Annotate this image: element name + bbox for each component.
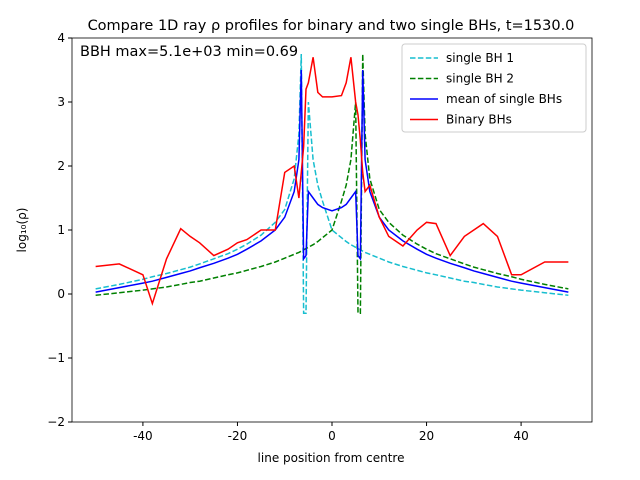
x-tick-label: -40	[133, 429, 153, 443]
legend-label: mean of single BHs	[446, 92, 562, 106]
legend-label: single BH 2	[446, 72, 514, 86]
legend-label: Binary BHs	[446, 113, 512, 127]
y-tick-label: −1	[47, 351, 65, 365]
x-tick-label: -20	[228, 429, 248, 443]
plot-frame	[71, 37, 593, 423]
y-tick-label: 0	[57, 287, 65, 301]
y-axis-label: log₁₀(ρ)	[15, 208, 29, 253]
x-axis-label: line position from centre	[258, 451, 405, 465]
series-line	[95, 53, 569, 314]
series-line	[95, 53, 569, 314]
series-line	[95, 57, 569, 307]
y-tick-label: 1	[57, 223, 65, 237]
x-tick-label: 40	[513, 429, 528, 443]
y-tick-label: 4	[57, 31, 65, 45]
legend-label: single BH 1	[446, 51, 514, 65]
y-tick-label: 2	[57, 159, 65, 173]
series-line	[95, 69, 569, 293]
y-tick-label: 3	[57, 95, 65, 109]
annotation: BBH max=5.1e+03 min=0.69	[80, 44, 298, 60]
x-tick-label: 0	[328, 429, 336, 443]
legend-box	[401, 43, 587, 133]
legend: single BH 1 single BH 2 mean of single BHs…	[401, 43, 587, 133]
chart-title: Compare 1D ray ρ profiles for binary and…	[88, 18, 575, 34]
y-tick-label: −2	[47, 415, 65, 429]
x-tick-label: 20	[419, 429, 434, 443]
